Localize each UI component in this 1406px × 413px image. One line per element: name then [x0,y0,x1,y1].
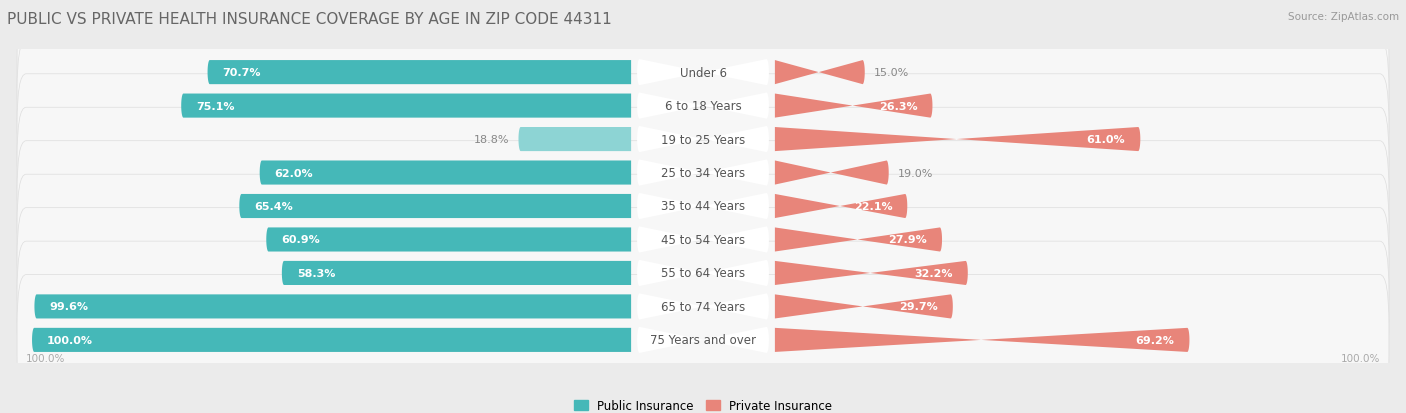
PathPatch shape [775,195,907,218]
PathPatch shape [775,261,967,285]
PathPatch shape [34,294,631,319]
FancyBboxPatch shape [17,141,1389,272]
Text: 100.0%: 100.0% [1340,354,1379,363]
PathPatch shape [208,61,631,85]
PathPatch shape [32,328,631,352]
PathPatch shape [775,328,1189,352]
PathPatch shape [637,160,769,186]
Text: 19.0%: 19.0% [897,168,934,178]
Text: PUBLIC VS PRIVATE HEALTH INSURANCE COVERAGE BY AGE IN ZIP CODE 44311: PUBLIC VS PRIVATE HEALTH INSURANCE COVER… [7,12,612,27]
PathPatch shape [775,294,953,319]
Text: Under 6: Under 6 [679,66,727,79]
FancyBboxPatch shape [17,175,1389,305]
Text: 65.4%: 65.4% [254,202,292,211]
Text: 25 to 34 Years: 25 to 34 Years [661,166,745,180]
Text: 35 to 44 Years: 35 to 44 Years [661,200,745,213]
Text: 26.3%: 26.3% [879,101,918,112]
PathPatch shape [239,195,631,218]
Text: 62.0%: 62.0% [274,168,314,178]
Legend: Public Insurance, Private Insurance: Public Insurance, Private Insurance [571,396,835,413]
Text: 15.0%: 15.0% [873,68,910,78]
PathPatch shape [281,261,631,285]
Text: 65 to 74 Years: 65 to 74 Years [661,300,745,313]
FancyBboxPatch shape [17,108,1389,238]
Text: 75.1%: 75.1% [197,101,235,112]
FancyBboxPatch shape [17,242,1389,372]
PathPatch shape [775,61,865,85]
FancyBboxPatch shape [17,208,1389,338]
Text: 27.9%: 27.9% [889,235,927,245]
Text: 99.6%: 99.6% [49,301,89,312]
PathPatch shape [266,228,631,252]
Text: 70.7%: 70.7% [222,68,262,78]
PathPatch shape [637,327,769,353]
PathPatch shape [637,294,769,320]
PathPatch shape [519,128,631,152]
Text: 19 to 25 Years: 19 to 25 Years [661,133,745,146]
PathPatch shape [181,94,631,119]
PathPatch shape [637,127,769,153]
FancyBboxPatch shape [17,275,1389,405]
PathPatch shape [637,227,769,253]
FancyBboxPatch shape [17,8,1389,138]
PathPatch shape [775,161,889,185]
Text: 45 to 54 Years: 45 to 54 Years [661,233,745,247]
Text: 6 to 18 Years: 6 to 18 Years [665,100,741,113]
FancyBboxPatch shape [17,41,1389,171]
PathPatch shape [775,228,942,252]
Text: 58.3%: 58.3% [297,268,335,278]
PathPatch shape [260,161,631,185]
PathPatch shape [637,60,769,86]
FancyBboxPatch shape [17,75,1389,205]
Text: Source: ZipAtlas.com: Source: ZipAtlas.com [1288,12,1399,22]
PathPatch shape [637,260,769,286]
Text: 100.0%: 100.0% [46,335,93,345]
Text: 55 to 64 Years: 55 to 64 Years [661,267,745,280]
PathPatch shape [775,128,1140,152]
Text: 29.7%: 29.7% [898,301,938,312]
PathPatch shape [637,93,769,119]
Text: 69.2%: 69.2% [1136,335,1174,345]
Text: 60.9%: 60.9% [281,235,321,245]
Text: 61.0%: 61.0% [1087,135,1125,145]
Text: 18.8%: 18.8% [474,135,509,145]
Text: 22.1%: 22.1% [853,202,893,211]
PathPatch shape [637,193,769,220]
Text: 100.0%: 100.0% [27,354,66,363]
Text: 32.2%: 32.2% [914,268,953,278]
PathPatch shape [775,94,932,119]
Text: 75 Years and over: 75 Years and over [650,334,756,347]
